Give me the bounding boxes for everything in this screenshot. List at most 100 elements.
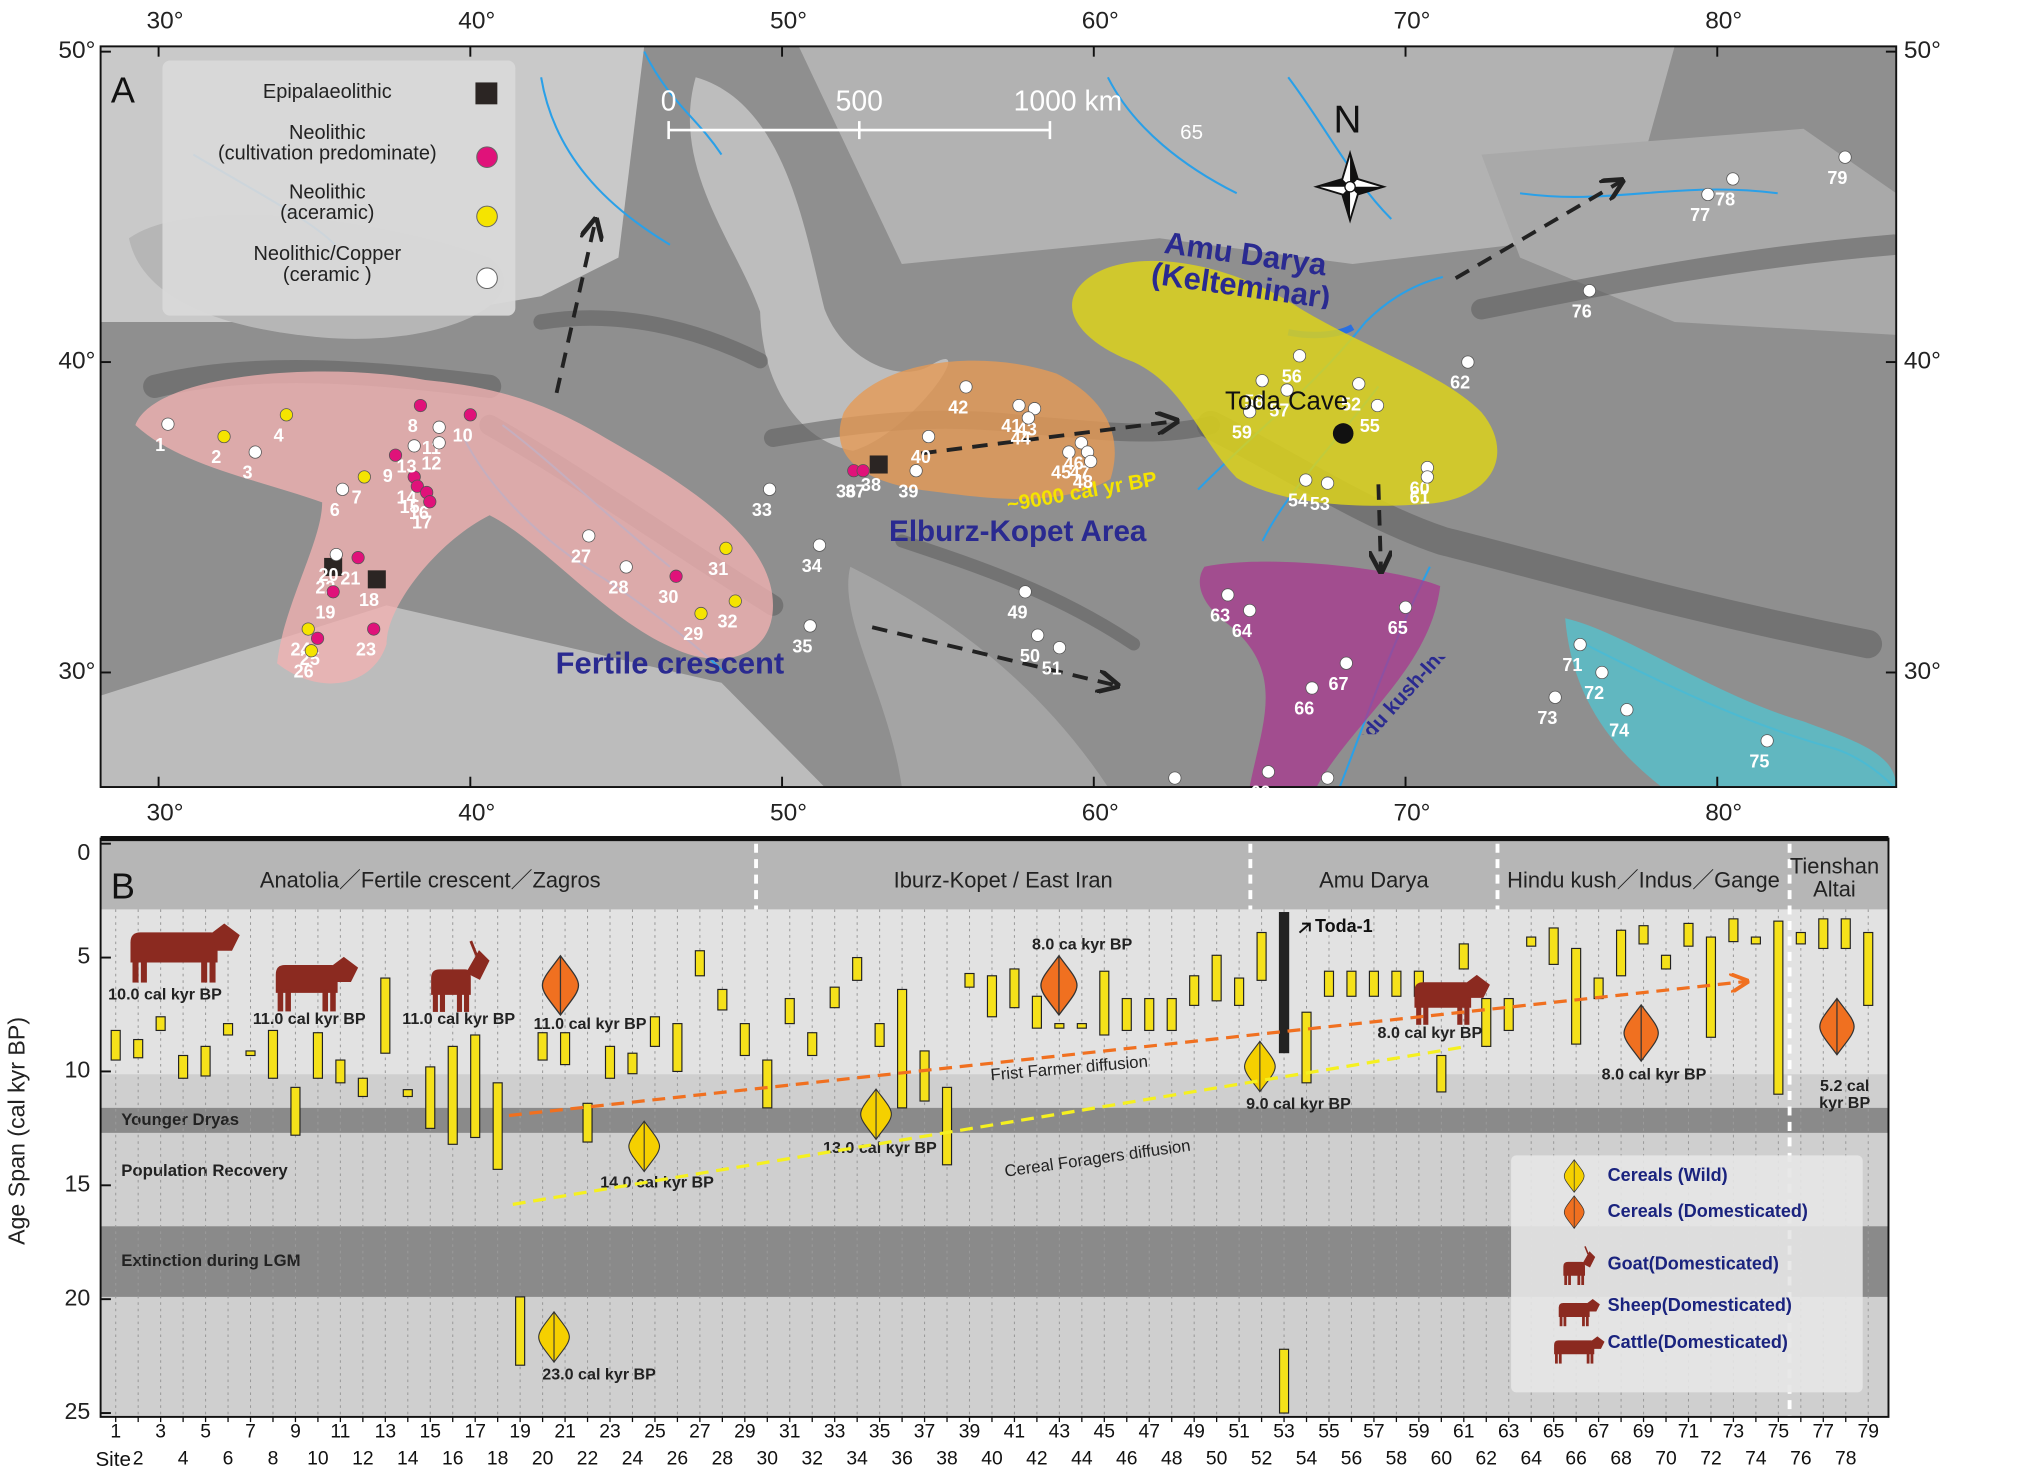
age-span-bar xyxy=(919,1050,930,1102)
animal-leg xyxy=(1585,1315,1589,1327)
age-span-bar xyxy=(1346,970,1357,997)
site-point xyxy=(367,570,386,589)
age-span-bar xyxy=(1189,975,1200,1006)
marker-label-box: 10.0 cal kyr BP xyxy=(108,987,222,1004)
x-tick-label: 55 xyxy=(1318,1421,1339,1442)
age-span-bar xyxy=(1368,970,1380,997)
site-label: 75 xyxy=(1749,751,1769,771)
x-tick-label: 12 xyxy=(352,1449,373,1470)
x-tick-label-bottom: 50° xyxy=(770,800,807,827)
marker-label: 14.0 cal kyr BP xyxy=(600,1174,714,1193)
legend-box xyxy=(1511,1155,1863,1393)
age-span-bar xyxy=(1548,927,1559,965)
animal-body xyxy=(1563,1261,1586,1276)
wild-icon xyxy=(538,1310,570,1364)
site-point xyxy=(1339,656,1353,670)
site-point xyxy=(1321,771,1335,785)
site-label: 43 xyxy=(1017,419,1037,439)
x-tick-label-bottom: 40° xyxy=(458,800,495,827)
x-tick-label: 32 xyxy=(801,1449,822,1470)
x-axis-label: Site xyxy=(95,1448,130,1471)
age-span-bar xyxy=(267,1029,279,1079)
age-span-bar xyxy=(1234,977,1245,1006)
wild-icon xyxy=(1563,1159,1585,1193)
age-span-bar xyxy=(515,1296,526,1366)
age-span-bar xyxy=(829,986,840,1009)
marker-label-box: 11.0 cal kyr BP xyxy=(402,1011,515,1028)
age-span-bar xyxy=(1795,931,1806,945)
x-tick-label-top: 40° xyxy=(458,7,495,34)
toda-1-bar xyxy=(1278,912,1290,1054)
site-label: 45 xyxy=(1051,463,1071,483)
map-annotation: Amu Darya (Kelteminar) xyxy=(1149,231,1333,310)
age-span-bar xyxy=(133,1038,144,1059)
legend-label: Sheep(Domesticated) xyxy=(1608,1295,1792,1315)
site-point xyxy=(423,495,437,509)
age-span-bar xyxy=(1054,1023,1065,1029)
marker-label: 11.0 cal kyr BP xyxy=(252,1010,366,1029)
animal-leg xyxy=(1581,1274,1585,1285)
panel-label: B xyxy=(111,865,135,906)
site-point xyxy=(694,606,708,621)
site-label: 9 xyxy=(383,466,393,486)
site-point xyxy=(1012,398,1026,413)
x-tick-label-top: 60° xyxy=(1082,7,1119,34)
site-point xyxy=(1084,454,1098,468)
site-point xyxy=(1027,402,1042,416)
age-span-bar xyxy=(312,1032,324,1079)
site-point xyxy=(248,445,262,459)
x-tick-label: 62 xyxy=(1476,1449,1497,1470)
site-point xyxy=(582,529,596,543)
site-label: 72 xyxy=(1584,683,1604,703)
age-span-bar xyxy=(537,1032,548,1061)
wild-icon xyxy=(628,1120,661,1173)
x-tick-label: 67 xyxy=(1588,1421,1609,1442)
site-label: 71 xyxy=(1562,655,1582,675)
cattle-icon xyxy=(1554,1336,1605,1364)
site-point xyxy=(909,464,923,478)
age-span-bar xyxy=(1144,997,1155,1032)
legend-marker xyxy=(476,146,498,168)
site-point xyxy=(357,470,371,484)
region-label-box: Tienshan Altai xyxy=(1790,855,1879,900)
x-tick-label-bottom: 60° xyxy=(1082,800,1119,827)
site-point xyxy=(407,439,421,453)
x-tick-label: 78 xyxy=(1835,1449,1856,1470)
marker-label-box: 8.0 ca kyr BP xyxy=(1032,936,1132,953)
legend-label: Neolithic (aceramic) xyxy=(280,181,375,225)
y-tick-label-right: 50° xyxy=(1904,37,1941,64)
site-point xyxy=(959,380,973,394)
x-tick-label: 76 xyxy=(1790,1449,1811,1470)
site-label: 79 xyxy=(1827,168,1847,188)
time-band xyxy=(100,1107,1889,1133)
age-span-bar xyxy=(784,997,795,1025)
age-span-bar xyxy=(986,975,998,1018)
x-tick-label: 57 xyxy=(1363,1421,1384,1442)
x-tick-label: 36 xyxy=(891,1449,912,1470)
sheep-icon xyxy=(1558,1298,1600,1327)
age-span-bar xyxy=(447,1045,458,1145)
x-tick-label-bottom: 70° xyxy=(1393,800,1430,827)
x-tick-label-top: 70° xyxy=(1393,7,1430,34)
site-label: 74 xyxy=(1609,720,1629,740)
animal-head xyxy=(465,940,490,980)
region-label: Iburz-Kopet / East Iran xyxy=(893,868,1113,893)
toda-1-label: Toda-1 xyxy=(1315,916,1373,936)
x-tick-label: 46 xyxy=(1116,1449,1137,1470)
site-point xyxy=(856,464,870,478)
site-point xyxy=(367,622,381,636)
site-point xyxy=(324,557,343,576)
age-span-bar xyxy=(155,1016,166,1032)
age-span-bar xyxy=(897,988,908,1109)
site-point xyxy=(1370,398,1385,413)
site-label: 26 xyxy=(294,661,314,681)
site-label: 59 xyxy=(1232,422,1252,442)
site-label: 44 xyxy=(1011,429,1031,449)
site-point xyxy=(1031,628,1045,642)
site-point xyxy=(1398,600,1413,614)
site-label: 78 xyxy=(1715,190,1735,210)
x-tick-label: 25 xyxy=(644,1421,665,1442)
animal-leg xyxy=(201,959,208,983)
sheep-icon xyxy=(1414,974,1490,1025)
y-tick-label-right: 40° xyxy=(1904,348,1941,375)
